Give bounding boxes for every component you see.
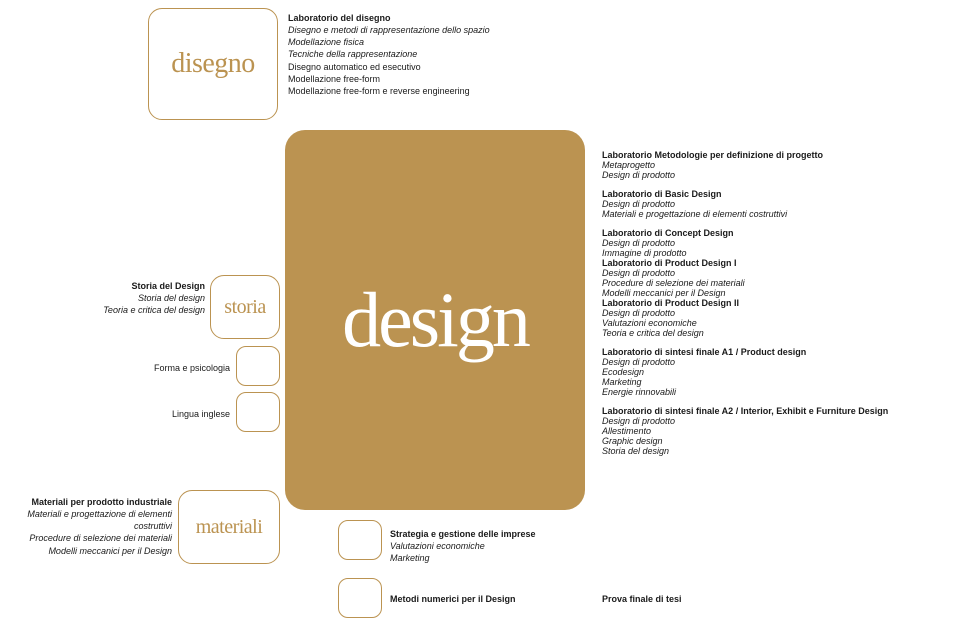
node-metodi: [338, 578, 382, 618]
prova-label: Prova finale di tesi: [602, 593, 802, 605]
g5-l2: Graphic design: [602, 436, 952, 446]
node-design: design: [285, 130, 585, 510]
node-materiali-label: materiali: [196, 516, 263, 539]
g1-l1: Design di prodotto: [602, 170, 952, 180]
text-storia: Storia del Design Storia del design Teor…: [0, 280, 205, 316]
metodi-label: Metodi numerici per il Design: [390, 593, 610, 605]
g5-title: Laboratorio di sintesi finale A2 / Inter…: [602, 406, 952, 416]
g4-l0: Design di prodotto: [602, 357, 952, 367]
materiali-l2: Modelli meccanici per il Design: [0, 545, 172, 557]
text-forma: Forma e psicologia: [0, 362, 230, 374]
g3-t3: Laboratorio di Product Design II: [602, 298, 952, 308]
g3-t1: Laboratorio di Concept Design: [602, 228, 952, 238]
storia-title: Storia del Design: [0, 280, 205, 292]
node-design-label: design: [342, 275, 528, 365]
right-column: Laboratorio Metodologie per definizione …: [602, 150, 952, 465]
grp-sintesi-a2: Laboratorio di sintesi finale A2 / Inter…: [602, 406, 952, 456]
disegno-i0: Disegno e metodi di rappresentazione del…: [288, 24, 588, 36]
forma-label: Forma e psicologia: [0, 362, 230, 374]
materiali-title: Materiali per prodotto industriale: [0, 496, 172, 508]
node-materiali: materiali: [178, 490, 280, 564]
g2-l1: Materiali e progettazione di elementi co…: [602, 209, 952, 219]
g2-l0: Design di prodotto: [602, 199, 952, 209]
storia-l0: Storia del design: [0, 292, 205, 304]
node-storia: storia: [210, 275, 280, 339]
strategia-l1: Marketing: [390, 552, 610, 564]
g5-l0: Design di prodotto: [602, 416, 952, 426]
strategia-title: Strategia e gestione delle imprese: [390, 528, 610, 540]
disegno-i1: Modellazione fisica: [288, 36, 588, 48]
node-strategia: [338, 520, 382, 560]
grp-metodologie: Laboratorio Metodologie per definizione …: [602, 150, 952, 180]
node-lingua: [236, 392, 280, 432]
g3a-l1: Immagine di prodotto: [602, 248, 952, 258]
text-metodi: Metodi numerici per il Design: [390, 593, 610, 605]
text-lingua: Lingua inglese: [0, 408, 230, 420]
node-disegno: disegno: [148, 8, 278, 120]
g1-l0: Metaprogetto: [602, 160, 952, 170]
g5-l3: Storia del design: [602, 446, 952, 456]
g3c-l0: Design di prodotto: [602, 308, 952, 318]
grp-basic: Laboratorio di Basic Design Design di pr…: [602, 189, 952, 219]
g4-l2: Marketing: [602, 377, 952, 387]
disegno-i2: Tecniche della rappresentazione: [288, 48, 588, 60]
g4-title: Laboratorio di sintesi finale A1 / Produ…: [602, 347, 952, 357]
g1-title: Laboratorio Metodologie per definizione …: [602, 150, 952, 160]
g3a-l0: Design di prodotto: [602, 238, 952, 248]
strategia-l0: Valutazioni economiche: [390, 540, 610, 552]
disegno-p1: Modellazione free-form: [288, 73, 588, 85]
disegno-p2: Modellazione free-form e reverse enginee…: [288, 85, 588, 97]
g2-title: Laboratorio di Basic Design: [602, 189, 952, 199]
disegno-title: Laboratorio del disegno: [288, 12, 588, 24]
node-disegno-label: disegno: [171, 48, 255, 80]
node-forma: [236, 346, 280, 386]
text-strategia: Strategia e gestione delle imprese Valut…: [390, 528, 610, 564]
text-prova: Prova finale di tesi: [602, 593, 802, 605]
g5-l1: Allestimento: [602, 426, 952, 436]
storia-l1: Teoria e critica del design: [0, 304, 205, 316]
g3b-l0: Design di prodotto: [602, 268, 952, 278]
g3-t2: Laboratorio di Product Design I: [602, 258, 952, 268]
text-materiali: Materiali per prodotto industriale Mater…: [0, 496, 172, 557]
g3c-l2: Teoria e critica del design: [602, 328, 952, 338]
g4-l1: Ecodesign: [602, 367, 952, 377]
node-storia-label: storia: [224, 296, 265, 319]
lingua-label: Lingua inglese: [0, 408, 230, 420]
materiali-l0: Materiali e progettazione di elementi co…: [0, 508, 172, 532]
g3b-l1: Procedure di selezione dei materiali: [602, 278, 952, 288]
materiali-l1: Procedure di selezione dei materiali: [0, 532, 172, 544]
text-disegno: Laboratorio del disegno Disegno e metodi…: [288, 12, 588, 97]
grp-concept-product: Laboratorio di Concept Design Design di …: [602, 228, 952, 338]
disegno-p0: Disegno automatico ed esecutivo: [288, 61, 588, 73]
g4-l3: Energie rinnovabili: [602, 387, 952, 397]
grp-sintesi-a1: Laboratorio di sintesi finale A1 / Produ…: [602, 347, 952, 397]
g3c-l1: Valutazioni economiche: [602, 318, 952, 328]
g3b-l2: Modelli meccanici per il Design: [602, 288, 952, 298]
